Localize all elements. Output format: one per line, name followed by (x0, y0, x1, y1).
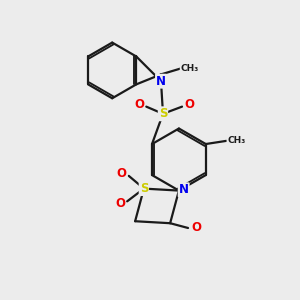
Text: O: O (117, 167, 127, 180)
Text: CH₃: CH₃ (181, 64, 199, 73)
Text: S: S (159, 107, 167, 120)
Text: N: N (156, 75, 166, 88)
Text: O: O (184, 98, 194, 111)
Text: CH₃: CH₃ (227, 136, 245, 145)
Text: S: S (140, 182, 148, 195)
Text: N: N (179, 183, 189, 196)
Text: O: O (192, 221, 202, 235)
Text: O: O (115, 197, 125, 210)
Text: O: O (134, 98, 144, 111)
